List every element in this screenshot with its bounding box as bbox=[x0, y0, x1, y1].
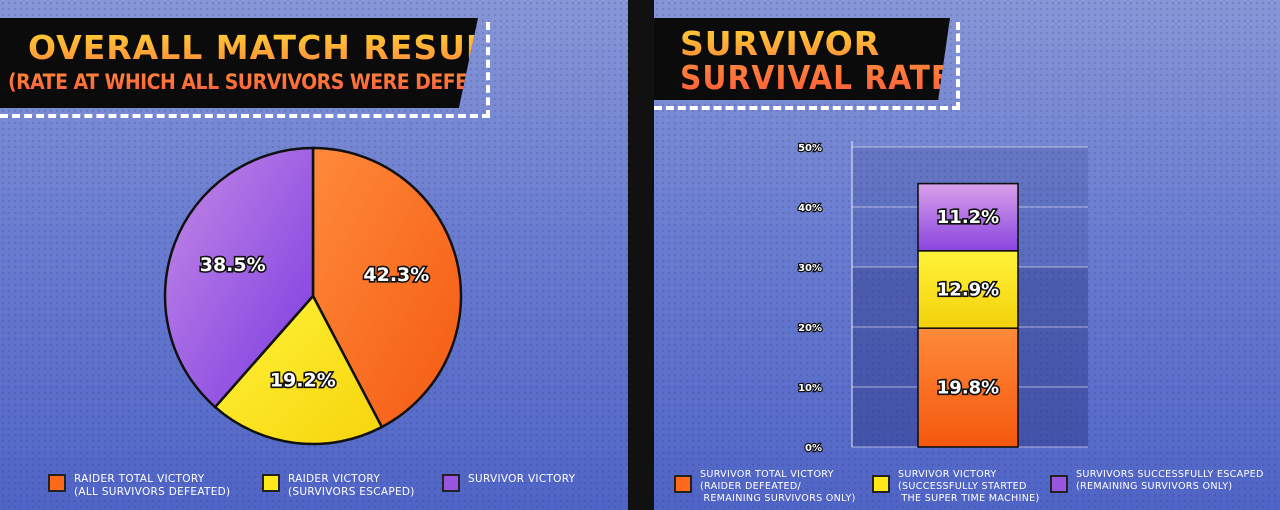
legend-item: SURVIVORS SUCCESSFULLY ESCAPED (REMAININ… bbox=[1050, 469, 1264, 493]
y-tick-label: 20% bbox=[798, 323, 822, 334]
legend-swatch bbox=[1050, 475, 1068, 493]
legend-swatch bbox=[872, 475, 890, 493]
legend-label: SURVIVOR VICTORY (SUCCESSFULLY STARTED T… bbox=[898, 469, 1040, 504]
legend-swatch bbox=[262, 474, 280, 492]
legend-item: SURVIVOR TOTAL VICTORY (RAIDER DEFEATED/… bbox=[674, 469, 856, 505]
overall-title-bar: OVERALL MATCH RESULTS (RATE AT WHICH ALL… bbox=[0, 18, 478, 108]
bar-segment bbox=[917, 327, 1019, 448]
survival-title-line2: SURVIVAL RATE bbox=[680, 58, 953, 97]
y-tick-label: 10% bbox=[798, 383, 822, 394]
bar-segment bbox=[917, 250, 1019, 330]
overall-title: OVERALL MATCH RESULTS bbox=[28, 28, 531, 67]
legend-swatch bbox=[48, 474, 66, 492]
legend-label: SURVIVOR VICTORY bbox=[468, 473, 576, 485]
bar-segment bbox=[917, 182, 1019, 252]
survival-title-bar: SURVIVOR SURVIVAL RATE bbox=[654, 18, 950, 100]
legend-label: SURVIVORS SUCCESSFULLY ESCAPED (REMAININ… bbox=[1076, 469, 1264, 492]
y-tick-label: 0% bbox=[805, 443, 822, 454]
y-tick-label: 50% bbox=[798, 143, 822, 154]
legend-label: RAIDER VICTORY (SURVIVORS ESCAPED) bbox=[288, 473, 415, 498]
overall-results-panel: OVERALL MATCH RESULTS (RATE AT WHICH ALL… bbox=[0, 0, 628, 510]
bar-segment-label: 12.9% bbox=[937, 280, 999, 301]
legend-item: RAIDER TOTAL VICTORY (ALL SURVIVORS DEFE… bbox=[48, 473, 230, 499]
bar-segment-label: 11.2% bbox=[937, 207, 999, 228]
title-dash-border bbox=[654, 22, 960, 110]
pie-slice-label: 38.5% bbox=[200, 254, 266, 276]
legend-item: SURVIVOR VICTORY bbox=[442, 473, 575, 492]
legend-swatch bbox=[674, 475, 692, 493]
legend-label: RAIDER TOTAL VICTORY (ALL SURVIVORS DEFE… bbox=[74, 473, 231, 498]
pie-slice-label: 42.3% bbox=[363, 264, 429, 286]
overall-subtitle: (RATE AT WHICH ALL SURVIVORS WERE DEFEAT… bbox=[8, 70, 529, 94]
pie-slice bbox=[213, 293, 384, 446]
legend-label: SURVIVOR TOTAL VICTORY (RAIDER DEFEATED/… bbox=[700, 469, 856, 504]
legend-swatch bbox=[442, 474, 460, 492]
stacked-bar-chart: 0% 10% 20% 30% 40% 50% 19.8% 12.9% 11.2% bbox=[797, 141, 1088, 455]
pie-chart: 42.3% 19.2% 38.5% bbox=[163, 146, 463, 446]
y-tick-label: 30% bbox=[798, 263, 822, 274]
legend-item: RAIDER VICTORY (SURVIVORS ESCAPED) bbox=[262, 473, 415, 499]
bar-segment-label: 19.8% bbox=[937, 378, 999, 399]
panel-divider bbox=[628, 0, 654, 510]
survival-title-line1: SURVIVOR bbox=[680, 24, 881, 63]
title-dash-border bbox=[0, 22, 490, 118]
pie-slice bbox=[163, 146, 315, 409]
pie-slice bbox=[311, 146, 463, 429]
y-tick-label: 40% bbox=[798, 203, 822, 214]
legend-item: SURVIVOR VICTORY (SUCCESSFULLY STARTED T… bbox=[872, 469, 1040, 505]
pie-slice-label: 19.2% bbox=[270, 370, 336, 392]
survival-rate-panel: SURVIVOR SURVIVAL RATE 0% 10% 20% 30% 40% 50%… bbox=[654, 0, 1280, 510]
